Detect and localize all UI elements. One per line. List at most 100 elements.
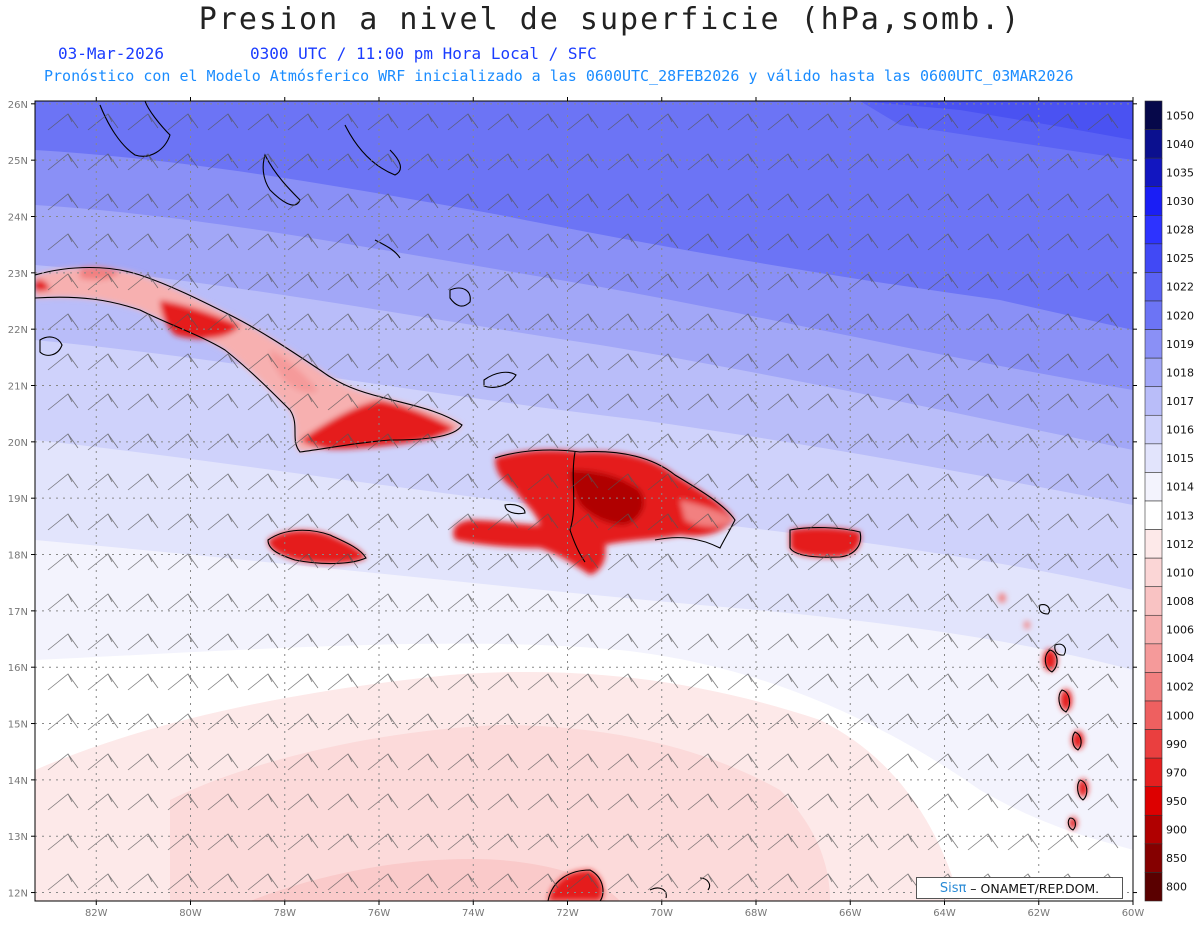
wind-barb [807,113,839,131]
wind-barb [727,153,759,171]
lat-label: 23N [8,269,28,280]
wind-barb [367,673,399,691]
wind-barb [207,153,239,171]
wind-barb [287,153,319,171]
wind-barb [887,633,919,651]
legend-label: 1030 [1166,195,1194,208]
wind-barb [527,833,559,851]
wind-barb [47,633,79,651]
wind-barb [247,753,279,771]
wind-barb [927,313,959,331]
wind-barb [727,833,759,851]
wind-barb [127,113,159,131]
wind-barb [47,713,79,731]
wind-barb [847,433,879,451]
legend-swatch [1144,872,1163,902]
wind-barb [447,193,479,211]
wind-barb [407,633,439,651]
lat-label: 14N [8,776,28,787]
wind-barb [687,793,719,811]
legend-label: 1014 [1166,481,1194,494]
lon-label: 82W [85,908,108,919]
wind-barb [1007,193,1039,211]
wind-barb [127,793,159,811]
wind-barb [727,753,759,771]
wind-barb [87,193,119,211]
wind-barb [1047,633,1079,651]
wind-barb [567,793,599,811]
wind-barb [447,313,479,331]
wind-barb [567,313,599,331]
wind-barb [847,393,879,411]
lon-label: 62W [1027,908,1050,919]
wind-barb [807,793,839,811]
wind-barb [247,393,279,411]
wind-barb [767,473,799,491]
wind-barb [47,273,79,291]
wind-barb [127,753,159,771]
legend-swatch [1144,100,1163,130]
wind-barb [367,353,399,371]
wind-barb [167,633,199,651]
wind-barb [487,553,519,571]
wind-barb [127,473,159,491]
wind-barb [287,593,319,611]
wind-barb [207,193,239,211]
wind-barb [647,713,679,731]
wind-barb [487,633,519,651]
wind-barb [487,793,519,811]
lon-label: 64W [933,908,956,919]
wind-barb [807,393,839,411]
wind-barb [767,153,799,171]
legend-label: 1018 [1166,366,1194,379]
wind-barb [967,353,999,371]
wind-barb [367,393,399,411]
wind-barb [287,633,319,651]
wind-barb [727,193,759,211]
wind-barb [367,633,399,651]
wind-barb [767,793,799,811]
wind-barb [167,833,199,851]
wind-barb [527,273,559,291]
wind-barb [207,753,239,771]
lon-label: 66W [839,908,862,919]
wind-barb [887,393,919,411]
wind-barb [247,233,279,251]
wind-barb [1047,673,1079,691]
wind-barb [607,593,639,611]
wind-barb [127,233,159,251]
wind-barb [327,833,359,851]
lon-label: 70W [650,908,673,919]
wind-barb [327,673,359,691]
lon-label: 80W [179,908,202,919]
credit-box: Sisπ – ONAMET/REP.DOM. [916,877,1123,899]
legend-label: 1025 [1166,252,1194,265]
wind-barb [127,153,159,171]
wind-barb [127,393,159,411]
lon-label: 74W [462,908,485,919]
wind-barb [807,513,839,531]
wind-barb [1047,473,1079,491]
wind-barb [1007,753,1039,771]
wind-barb [47,753,79,771]
wind-barb [847,273,879,291]
wind-barb [407,353,439,371]
wind-barb [887,713,919,731]
lon-label: 72W [556,908,579,919]
wind-barb [847,873,879,891]
wind-barb [607,513,639,531]
wind-barb [47,793,79,811]
wind-barb [327,553,359,571]
wind-barb [567,393,599,411]
wind-barb [647,393,679,411]
wind-barb [607,553,639,571]
wind-barb [167,713,199,731]
wind-barb [527,313,559,331]
wind-barb [687,353,719,371]
wind-barb [767,593,799,611]
plot-frame [34,100,1134,902]
wind-barb [767,313,799,331]
wind-barb [527,553,559,571]
wind-barb [767,633,799,651]
legend-swatch [1144,186,1163,216]
